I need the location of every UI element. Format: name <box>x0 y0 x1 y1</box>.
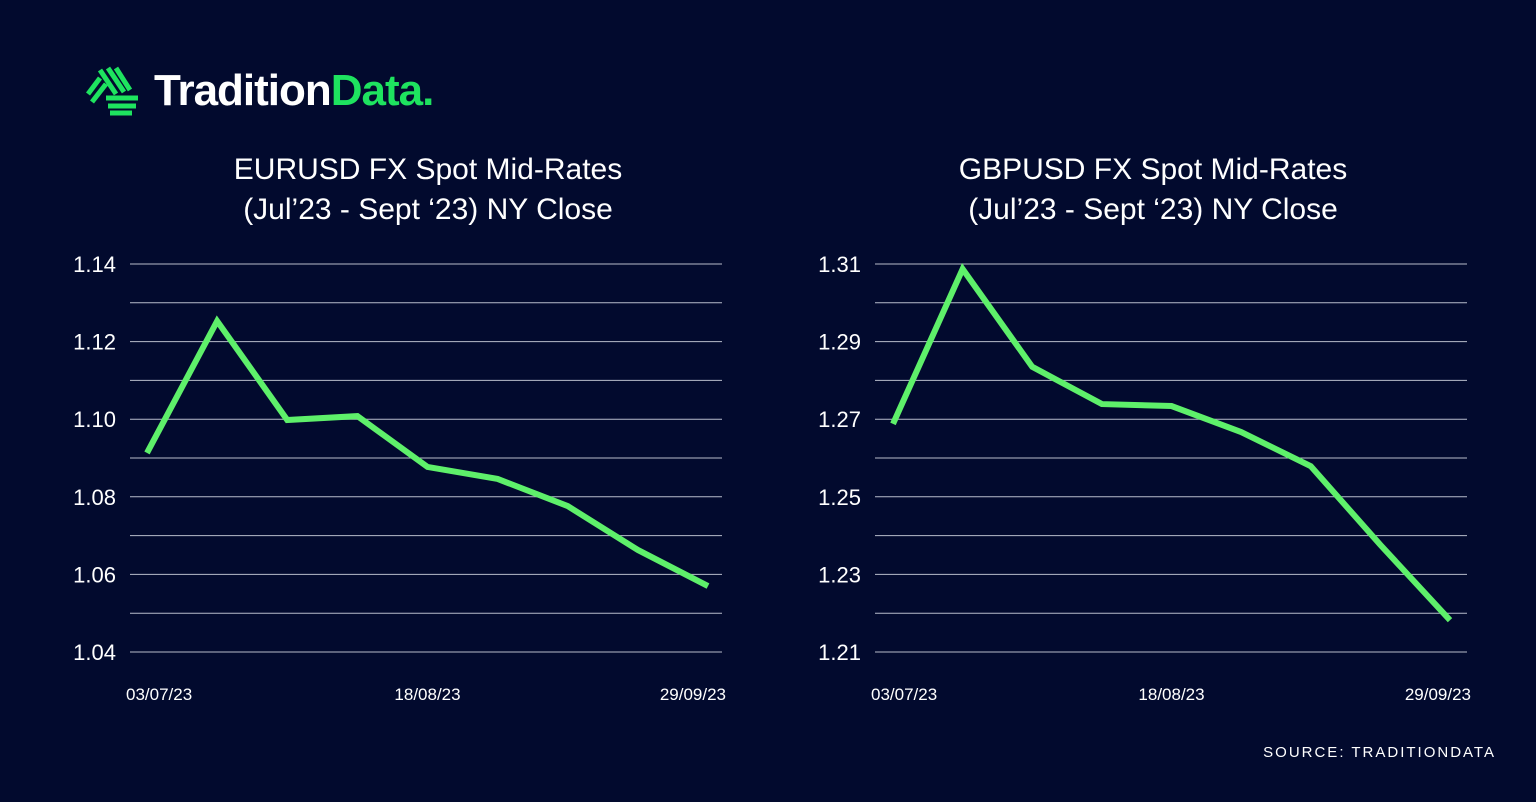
eurusd-chart-title: EURUSD FX Spot Mid-Rates (Jul’23 - Sept … <box>118 150 738 230</box>
brand-logo: TraditionData. <box>86 66 435 116</box>
y-tick-label: 1.27 <box>818 407 861 432</box>
chart-title: EURUSD FX Spot Mid-Rates <box>233 153 623 186</box>
x-tick-label: 03/07/23 <box>126 685 192 704</box>
x-tick-label: 29/09/23 <box>660 685 726 704</box>
source-note: SOURCE: TRADITIONDATA <box>1263 744 1496 761</box>
y-tick-label: 1.06 <box>73 562 116 587</box>
y-tick-label: 1.10 <box>73 407 116 432</box>
y-tick-label: 1.31 <box>818 252 861 277</box>
chart-subtitle: (Jul’23 - Sept ‘23) NY Close <box>243 193 613 226</box>
x-tick-label: 29/09/23 <box>1405 685 1471 704</box>
y-tick-label: 1.04 <box>73 640 116 665</box>
gbpusd-chart-title: GBPUSD FX Spot Mid-Rates (Jul’23 - Sept … <box>843 150 1463 230</box>
x-tick-label: 18/08/23 <box>394 685 460 704</box>
brand-name-part2: Data. <box>330 66 435 115</box>
chart-title: GBPUSD FX Spot Mid-Rates <box>958 153 1348 186</box>
y-tick-label: 1.08 <box>73 485 116 510</box>
x-tick-label: 03/07/23 <box>871 685 937 704</box>
series-line <box>890 263 1453 623</box>
y-tick-label: 1.12 <box>73 330 116 355</box>
series-line <box>144 315 710 589</box>
y-tick-label: 1.29 <box>818 330 861 355</box>
y-tick-label: 1.25 <box>818 485 861 510</box>
chart-subtitle: (Jul’23 - Sept ‘23) NY Close <box>968 193 1338 226</box>
brand-name: TraditionData. <box>154 66 435 116</box>
tradition-logo-icon <box>86 66 138 116</box>
y-tick-label: 1.21 <box>818 640 861 665</box>
y-tick-label: 1.23 <box>818 562 861 587</box>
x-tick-label: 18/08/23 <box>1138 685 1204 704</box>
brand-name-part1: Tradition <box>154 66 332 115</box>
y-tick-label: 1.14 <box>73 252 116 277</box>
